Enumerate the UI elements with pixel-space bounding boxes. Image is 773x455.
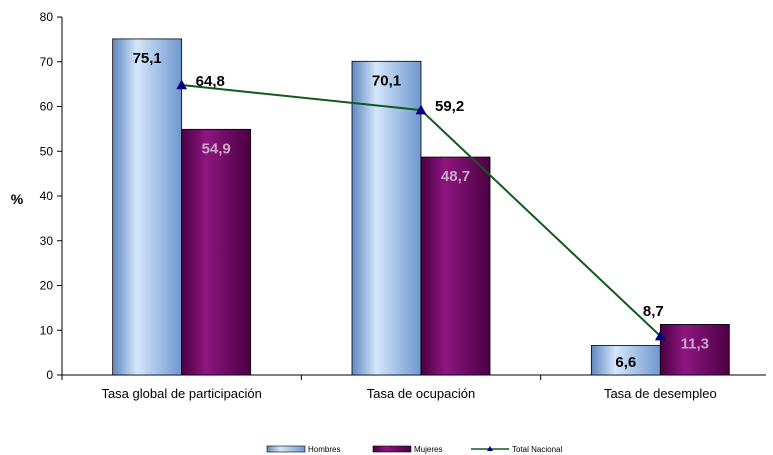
legend-label-total-nacional: Total Nacional <box>512 445 562 454</box>
total-line <box>176 79 666 341</box>
data-label-total-nacional: 59,2 <box>435 98 464 115</box>
legend-swatch-mujeres <box>372 445 412 453</box>
bars <box>112 38 730 376</box>
y-tick-label: 70 <box>40 55 54 69</box>
y-tick-label: 50 <box>40 144 54 158</box>
legend: Hombres Mujeres Total Nacional <box>266 445 562 454</box>
legend-marker <box>487 446 493 451</box>
y-tick-label: 60 <box>40 100 54 114</box>
y-axis-title: % <box>11 191 24 207</box>
data-label-mujeres: 11,3 <box>681 335 709 352</box>
data-labels: 75,1 70,1 6,6 54,9 48,7 11,3 64,8 59,2 8,7 <box>133 50 709 371</box>
x-tick-label: Tasa de desempleo <box>604 386 717 401</box>
axes: 0 10 20 30 40 50 60 70 80 Tasa global de particip… <box>40 10 766 401</box>
bar-mujeres <box>420 156 491 376</box>
line-marker <box>415 104 427 115</box>
y-tick-label: 30 <box>40 234 54 248</box>
y-tick-label: 80 <box>40 10 54 24</box>
data-label-total-nacional: 8,7 <box>643 303 664 320</box>
y-tick-label: 20 <box>40 279 54 293</box>
line-marker <box>654 330 666 341</box>
bar-hombres <box>351 60 422 376</box>
data-label-mujeres: 54,9 <box>202 140 231 157</box>
line-marker <box>176 79 188 90</box>
x-tick-label: Tasa de ocupación <box>367 386 475 401</box>
legend-swatch-hombres <box>266 445 306 453</box>
bar-hombres <box>112 38 183 376</box>
bar-mujeres <box>181 128 252 376</box>
data-label-hombres: 75,1 <box>133 50 162 67</box>
x-tick-label: Tasa global de participación <box>101 386 261 401</box>
data-label-hombres: 6,6 <box>615 354 636 371</box>
y-tick-label: 40 <box>40 189 54 203</box>
data-label-total-nacional: 64,8 <box>196 73 225 90</box>
bar-mujeres <box>659 324 730 376</box>
y-tick-label: 10 <box>40 323 54 337</box>
y-tick-label: 0 <box>46 368 53 382</box>
legend-label-mujeres: Mujeres <box>414 445 442 454</box>
data-label-hombres: 70,1 <box>372 72 401 89</box>
data-label-mujeres: 48,7 <box>441 168 470 185</box>
legend-label-hombres: Hombres <box>308 445 340 454</box>
